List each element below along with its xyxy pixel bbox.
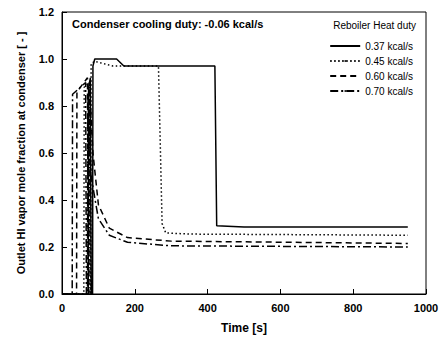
svg-text:1.2: 1.2: [39, 6, 54, 18]
svg-text:0.4: 0.4: [39, 194, 55, 206]
svg-text:0.70 kcal/s: 0.70 kcal/s: [365, 86, 413, 97]
svg-text:Outlet HI vapor mole fraction: Outlet HI vapor mole fraction at condens…: [15, 31, 27, 274]
svg-text:0.60 kcal/s: 0.60 kcal/s: [365, 71, 413, 82]
svg-text:0.8: 0.8: [39, 100, 54, 112]
svg-text:Condenser cooling duty: -0.06: Condenser cooling duty: -0.06 kcal/s: [72, 18, 263, 30]
svg-text:0.45 kcal/s: 0.45 kcal/s: [365, 56, 413, 67]
svg-text:0.0: 0.0: [39, 288, 54, 300]
svg-text:0.6: 0.6: [39, 147, 54, 159]
svg-text:1000: 1000: [414, 302, 438, 314]
svg-text:0.37 kcal/s: 0.37 kcal/s: [365, 41, 413, 52]
svg-text:600: 600: [271, 302, 289, 314]
svg-text:800: 800: [344, 302, 362, 314]
svg-text:1.0: 1.0: [39, 53, 54, 65]
svg-text:0.2: 0.2: [39, 241, 54, 253]
svg-text:Time [s]: Time [s]: [221, 321, 267, 335]
svg-text:0: 0: [59, 302, 65, 314]
svg-text:400: 400: [198, 302, 216, 314]
svg-text:Reboiler Heat duty: Reboiler Heat duty: [333, 20, 416, 31]
svg-text:200: 200: [126, 302, 144, 314]
